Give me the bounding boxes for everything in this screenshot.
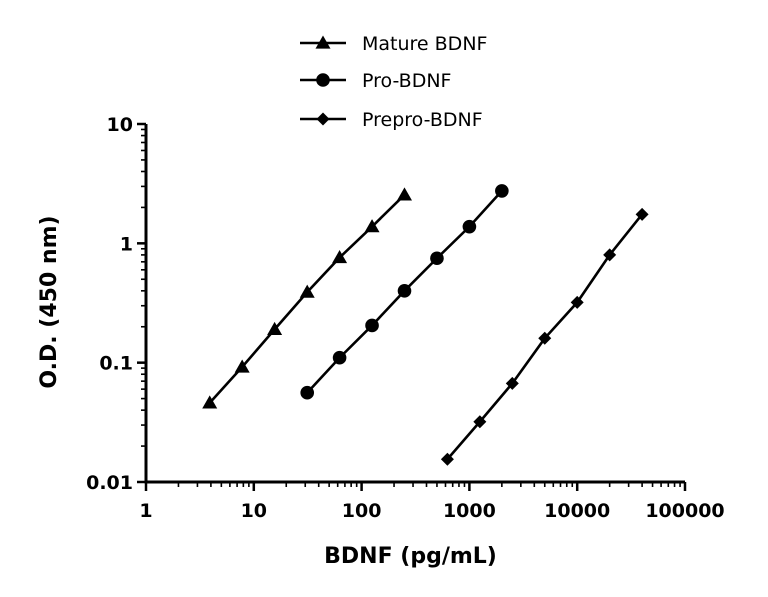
x-tick-label: 100 [342, 500, 382, 522]
legend-item: Prepro-BDNF [300, 109, 483, 131]
x-tick-label: 100000 [645, 500, 724, 522]
series-layer [202, 184, 649, 466]
x-tick-label: 1000 [443, 500, 496, 522]
data-point-circle [430, 251, 444, 266]
y-ticks: 0.01 0.1 1 10 [86, 114, 146, 494]
legend-label: Mature BDNF [362, 33, 487, 55]
x-ticks: 1 10 100 1000 10000 100000 [139, 482, 725, 522]
data-point-diamond [473, 415, 487, 429]
data-point-circle [462, 219, 477, 234]
y-tick-label: 0.1 [99, 353, 133, 375]
data-point-triangle [364, 219, 380, 233]
legend: Mature BDNF Pro-BDNF Prepro-BDNF [300, 33, 487, 131]
data-point-diamond [505, 376, 519, 390]
x-axis-title: BDNF (pg/mL) [324, 544, 497, 569]
data-point-diamond [603, 248, 617, 262]
x-tick-label: 10 [241, 500, 267, 522]
data-point-triangle [396, 187, 412, 201]
legend-item: Mature BDNF [300, 33, 487, 55]
legend-marker-diamond [316, 112, 330, 126]
data-point-triangle [234, 359, 250, 373]
data-point-triangle [332, 250, 348, 264]
data-point-triangle [299, 284, 315, 298]
x-tick-label: 10000 [544, 500, 610, 522]
data-point-diamond [538, 331, 552, 345]
y-axis-title: O.D. (450 nm) [37, 215, 62, 388]
data-point-triangle [202, 395, 218, 409]
data-point-diamond [570, 295, 584, 309]
data-point-diamond [440, 452, 454, 466]
y-tick-label: 0.01 [86, 472, 133, 494]
legend-item: Pro-BDNF [300, 70, 451, 92]
legend-marker-circle [316, 73, 330, 87]
legend-marker-triangle [315, 35, 331, 49]
data-point-diamond [635, 207, 649, 221]
legend-label: Pro-BDNF [362, 70, 451, 92]
data-point-circle [365, 318, 379, 333]
y-tick-label: 1 [120, 233, 133, 255]
data-point-circle [300, 385, 315, 400]
legend-label: Prepro-BDNF [362, 109, 483, 131]
series-diamond [440, 207, 649, 466]
x-tick-label: 1 [139, 500, 152, 522]
y-tick-label: 10 [107, 114, 133, 136]
axes [144, 124, 685, 484]
data-point-circle [397, 284, 412, 298]
data-point-triangle [267, 321, 283, 336]
data-point-circle [495, 184, 509, 198]
series-triangle [202, 187, 412, 409]
series-circle [300, 184, 509, 400]
data-point-circle [332, 350, 347, 365]
